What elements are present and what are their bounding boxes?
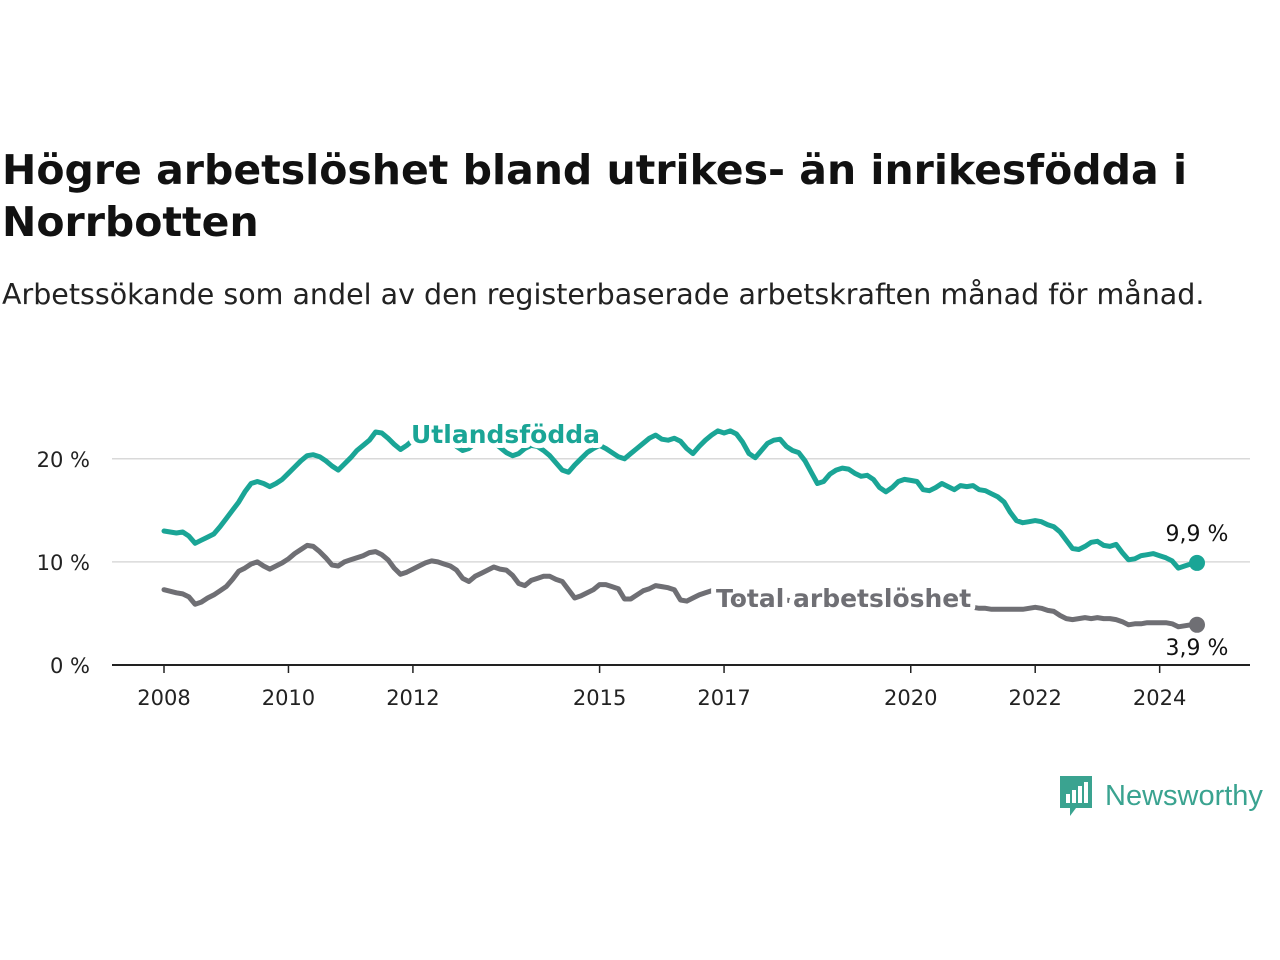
- x-tick-label: 2022: [1008, 686, 1061, 710]
- series-end-value-0: 9,9 %: [1166, 522, 1229, 547]
- x-tick-label: 2015: [573, 686, 626, 710]
- chart-subtitle: Arbetssökande som andel av den registerb…: [2, 278, 1205, 311]
- y-tick-label: 0 %: [50, 654, 90, 678]
- x-axis: 2008 2010 2012 2015 2017 2020 2022 2024: [137, 665, 1186, 710]
- series-line-0: [161, 421, 1200, 571]
- x-tick-label: 2008: [137, 686, 190, 710]
- y-axis: 0 % 10 % 20 %: [37, 448, 90, 678]
- series-name-label-0: Utlandsfödda: [411, 420, 600, 449]
- x-tick-label: 2010: [262, 686, 315, 710]
- chart-title: Högre arbetslöshet bland utrikes- än inr…: [2, 146, 1187, 246]
- x-tick-label: 2012: [386, 686, 439, 710]
- y-tick-label: 10 %: [37, 551, 90, 575]
- series-end-dot-0: [1189, 554, 1205, 571]
- y-tick-label: 20 %: [37, 448, 90, 472]
- series-labels: 9,9 % Utlandsfödda 3,9 % Total arbetslöshet: [406, 415, 1229, 661]
- x-tick-label: 2020: [884, 686, 937, 710]
- series-line-1: [161, 542, 1200, 630]
- newsworthy-logo: Newsworthy: [1058, 772, 1263, 820]
- bar-chart-speech-bubble-icon: [1060, 776, 1092, 816]
- series-end-dot-1: [1189, 616, 1205, 633]
- x-tick-label: 2017: [697, 686, 750, 710]
- brand-name: Newsworthy: [1105, 779, 1263, 812]
- x-tick-label: 2024: [1133, 686, 1186, 710]
- series-end-value-1: 3,9 %: [1166, 636, 1229, 661]
- series-name-label-1: Total arbetslöshet: [716, 584, 971, 613]
- series-lines: [161, 421, 1205, 633]
